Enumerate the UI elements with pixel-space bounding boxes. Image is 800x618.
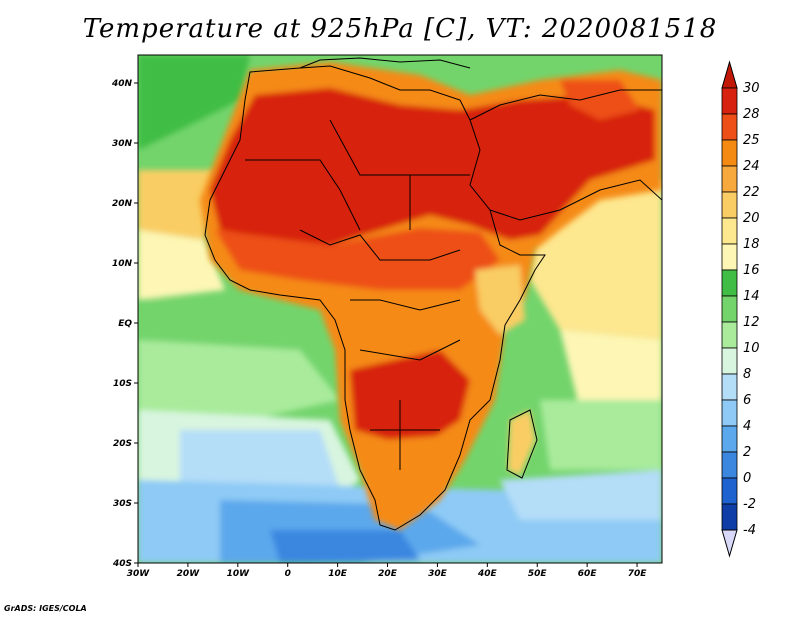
lon-tick-label: 30E	[428, 569, 448, 579]
colorbar-label: 28	[743, 107, 760, 122]
lon-tick-label: 30W	[127, 569, 151, 579]
colorbar-label: 30	[743, 81, 760, 96]
colorbar-swatch	[721, 373, 738, 401]
lat-tick-label: 20N	[112, 199, 133, 209]
colorbar-label: 4	[743, 419, 751, 434]
map-title: Temperature at 925hPa [C], VT: 202008151…	[82, 14, 718, 44]
lon-tick-label: 40E	[477, 569, 498, 579]
colorbar-swatch	[721, 113, 738, 141]
colorbar-label: 8	[743, 367, 751, 382]
lon-tick-label: 70E	[628, 569, 648, 579]
colorbar-swatch	[721, 243, 738, 271]
colorbar-label: 18	[743, 237, 760, 252]
lat-tick-label: 20S	[113, 439, 132, 449]
colorbar-swatch	[721, 399, 738, 427]
lat-tick-label: 40S	[112, 559, 132, 569]
colorbar-label: -2	[743, 497, 756, 512]
colorbar-bottom-arrow	[721, 529, 738, 558]
latitude-axis: 40N 30N 20N 10N EQ 10S 20S 30S 40S	[111, 79, 138, 569]
lon-tick-label: 60E	[578, 569, 598, 579]
longitude-axis: 30W 20W 10W 0 10E 20E 30E 40E 50E 60E 70E	[127, 563, 647, 579]
colorbar-label: 12	[743, 315, 760, 330]
colorbar-swatch	[721, 451, 738, 479]
colorbar-label: -4	[743, 523, 756, 538]
colorbar-label: 10	[743, 341, 760, 356]
colorbar-label: 24	[743, 159, 760, 174]
lon-tick-label: 50E	[528, 569, 548, 579]
coastlines	[204, 57, 662, 531]
lon-tick-label: 20E	[378, 569, 398, 579]
colorbar-swatch	[721, 477, 738, 505]
colorbar-label: 0	[743, 471, 751, 486]
lon-tick-label: 10W	[227, 569, 251, 579]
colorbar-swatch	[721, 503, 738, 531]
colorbar-label: 14	[743, 289, 760, 304]
lat-tick-label: 30N	[112, 139, 133, 149]
colorbar-top-arrow	[721, 60, 738, 89]
colorbar-swatch	[721, 269, 738, 297]
colorbar-label: 16	[743, 263, 760, 278]
grads-credit: GrADS: IGES/COLA	[4, 604, 87, 613]
lat-tick-label: 10N	[112, 259, 133, 269]
colorbar-swatch	[721, 295, 738, 323]
lat-tick-label: 10S	[113, 379, 132, 389]
lat-tick-label: EQ	[118, 319, 132, 329]
colorbar-swatch	[721, 139, 738, 167]
colorbar-label: 2	[743, 445, 751, 460]
colorbar-label: 22	[743, 185, 760, 200]
colorbar-swatch	[721, 347, 738, 375]
colorbar-label: 6	[743, 393, 751, 408]
lat-tick-label: 40N	[111, 79, 133, 89]
colorbar-swatch	[721, 191, 738, 219]
colorbar-label: 20	[743, 211, 760, 226]
lon-tick-label: 10E	[328, 569, 348, 579]
colorbar-swatch	[721, 87, 738, 115]
colorbar-swatch	[721, 321, 738, 349]
colorbar-swatch	[721, 165, 738, 193]
lat-tick-label: 30S	[113, 499, 132, 509]
temperature-field	[138, 55, 662, 563]
lon-tick-label: 20W	[177, 569, 201, 579]
plot-frame	[137, 54, 663, 564]
colorbar-swatch	[721, 217, 738, 245]
lon-tick-label: 0	[285, 569, 291, 579]
colorbar-swatch	[721, 425, 738, 453]
colorbar-label: 25	[743, 133, 760, 148]
